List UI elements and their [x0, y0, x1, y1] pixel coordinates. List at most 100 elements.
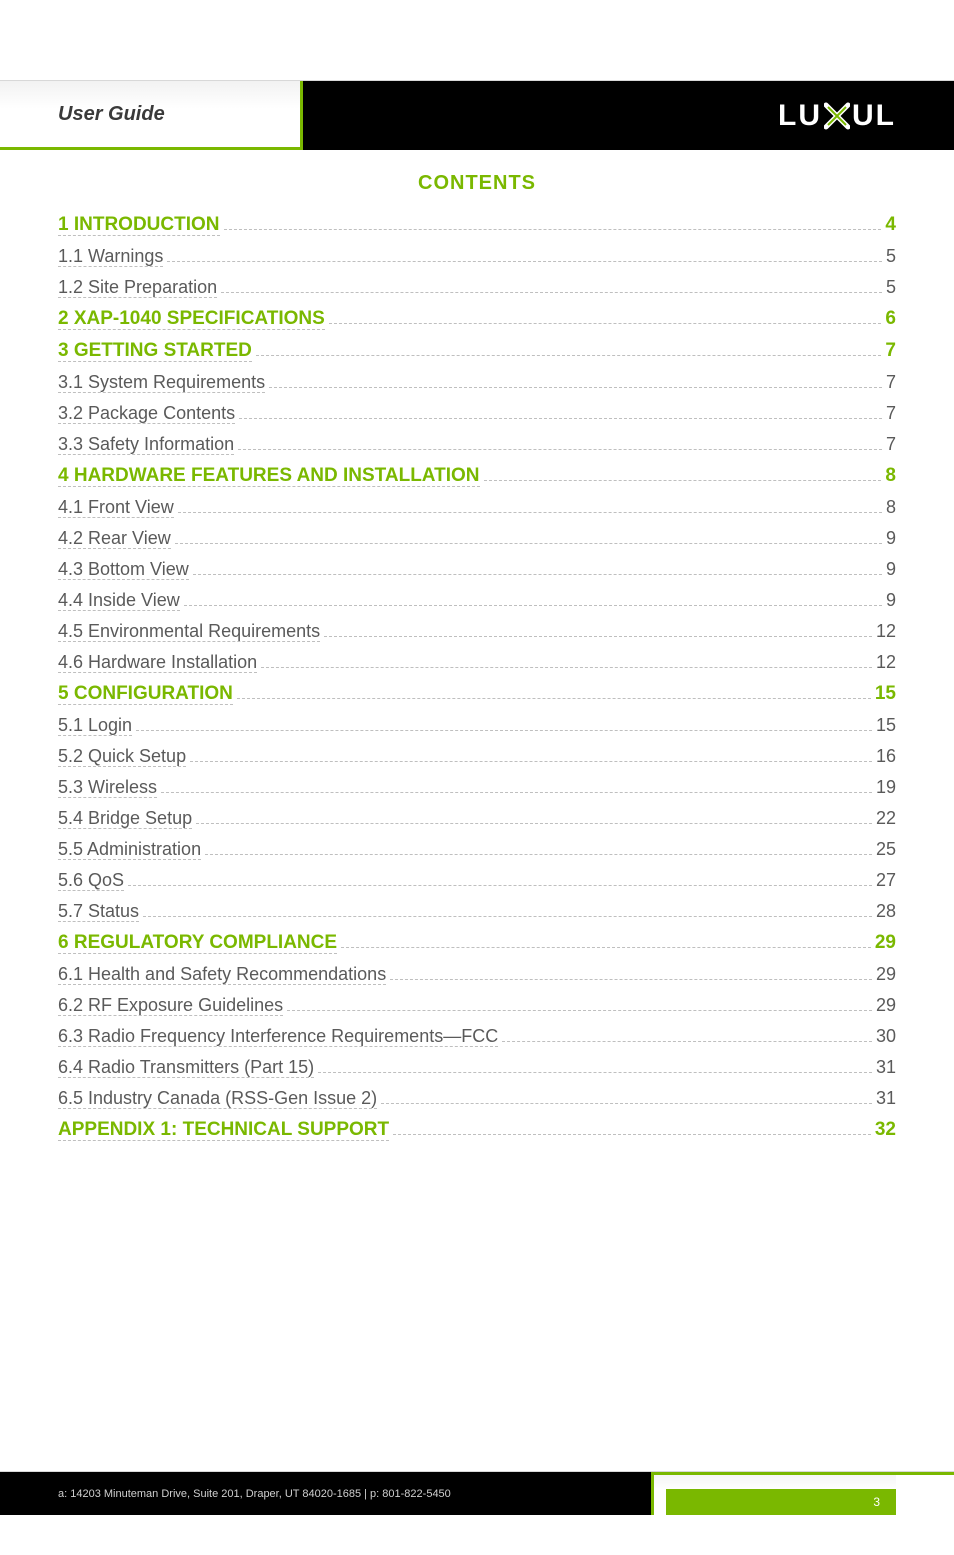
- toc-page: 22: [876, 809, 896, 827]
- toc-page: 28: [876, 902, 896, 920]
- toc-row[interactable]: 4.6 Hardware Installation12: [58, 647, 896, 678]
- footer-address: a: 14203 Minuteman Drive, Suite 201, Dra…: [0, 1472, 654, 1515]
- toc-row[interactable]: 1.2 Site Preparation5: [58, 272, 896, 303]
- logo-text-right: UL: [852, 99, 896, 133]
- toc-label: 5.2 Quick Setup: [58, 747, 186, 767]
- toc-row[interactable]: 4.3 Bottom View9: [58, 554, 896, 585]
- toc-leader: [256, 354, 882, 356]
- toc-page: 15: [876, 716, 896, 734]
- toc-leader: [178, 511, 882, 513]
- toc-row[interactable]: 1 INTRODUCTION4: [58, 209, 896, 241]
- toc-row[interactable]: 3.2 Package Contents7: [58, 398, 896, 429]
- toc-page: 7: [886, 373, 896, 391]
- toc-page: 7: [885, 341, 896, 360]
- toc-label: 6.3 Radio Frequency Interference Require…: [58, 1027, 498, 1047]
- toc-row[interactable]: 6.3 Radio Frequency Interference Require…: [58, 1021, 896, 1052]
- toc-leader: [167, 260, 882, 262]
- toc-leader: [381, 1102, 872, 1104]
- toc-row[interactable]: 4.4 Inside View9: [58, 585, 896, 616]
- toc-label: 6.1 Health and Safety Recommendations: [58, 965, 386, 985]
- footer-gloss: [654, 1475, 896, 1489]
- toc-label: 5.3 Wireless: [58, 778, 157, 798]
- toc-label: 5.4 Bridge Setup: [58, 809, 192, 829]
- toc-row[interactable]: APPENDIX 1: TECHNICAL SUPPORT32: [58, 1114, 896, 1146]
- toc-page: 8: [885, 466, 896, 485]
- toc-row[interactable]: 5.1 Login 15: [58, 710, 896, 741]
- toc-row[interactable]: 1.1 Warnings 5: [58, 241, 896, 272]
- toc-page: 31: [876, 1058, 896, 1076]
- footer-bar: a: 14203 Minuteman Drive, Suite 201, Dra…: [0, 1471, 954, 1515]
- toc-label: 3.1 System Requirements: [58, 373, 265, 393]
- toc-row[interactable]: 4.1 Front View 8: [58, 492, 896, 523]
- toc-row[interactable]: 5.2 Quick Setup 16: [58, 741, 896, 772]
- header-bar: User Guide LU UL: [0, 80, 954, 150]
- toc-page: 19: [876, 778, 896, 796]
- toc-label: 2 XAP-1040 SPECIFICATIONS: [58, 309, 325, 330]
- toc-leader: [324, 635, 872, 637]
- toc-label: 3 GETTING STARTED: [58, 341, 252, 362]
- toc-label: 5.6 QoS: [58, 871, 124, 891]
- table-of-contents: 1 INTRODUCTION4 1.1 Warnings 5 1.2 Site Pre…: [0, 209, 954, 1146]
- toc-row[interactable]: 4.5 Environmental Requirements12: [58, 616, 896, 647]
- toc-label: 1.2 Site Preparation: [58, 278, 217, 298]
- brand-logo: LU UL: [778, 99, 896, 133]
- toc-page: 9: [886, 560, 896, 578]
- toc-page: 12: [876, 622, 896, 640]
- toc-leader: [161, 791, 872, 793]
- toc-row[interactable]: 5.5 Administration25: [58, 834, 896, 865]
- toc-page: 5: [886, 247, 896, 265]
- toc-row[interactable]: 5 CONFIGURATION 15: [58, 678, 896, 710]
- toc-leader: [190, 760, 872, 762]
- toc-label: 5 CONFIGURATION: [58, 684, 233, 705]
- toc-page: 27: [876, 871, 896, 889]
- toc-row[interactable]: 5.4 Bridge Setup 22: [58, 803, 896, 834]
- toc-row[interactable]: 3.3 Safety Information7: [58, 429, 896, 460]
- toc-label: 5.1 Login: [58, 716, 132, 736]
- toc-label: 1.1 Warnings: [58, 247, 163, 267]
- toc-leader: [196, 822, 872, 824]
- toc-row[interactable]: 6.2 RF Exposure Guidelines29: [58, 990, 896, 1021]
- toc-row[interactable]: 5.6 QoS 27: [58, 865, 896, 896]
- toc-leader: [329, 322, 882, 324]
- toc-row[interactable]: 6.5 Industry Canada (RSS-Gen Issue 2)31: [58, 1083, 896, 1114]
- toc-row[interactable]: 3 GETTING STARTED 7: [58, 335, 896, 367]
- toc-leader: [221, 291, 882, 293]
- toc-leader: [184, 604, 882, 606]
- toc-leader: [484, 479, 882, 481]
- toc-leader: [393, 1133, 871, 1135]
- toc-page: 29: [875, 933, 896, 952]
- toc-row[interactable]: 2 XAP-1040 SPECIFICATIONS6: [58, 303, 896, 335]
- toc-page: 15: [875, 684, 896, 703]
- toc-row[interactable]: 5.7 Status 28: [58, 896, 896, 927]
- header-right: LU UL: [300, 81, 954, 150]
- footer-right: 3: [654, 1472, 954, 1515]
- toc-label: 5.7 Status: [58, 902, 139, 922]
- toc-label: 5.5 Administration: [58, 840, 201, 860]
- footer-page-number: 3: [873, 1495, 880, 1509]
- toc-row[interactable]: 6.4 Radio Transmitters (Part 15) 31: [58, 1052, 896, 1083]
- logo-text-left: LU: [778, 99, 822, 133]
- toc-leader: [502, 1040, 872, 1042]
- toc-label: 6.4 Radio Transmitters (Part 15): [58, 1058, 314, 1078]
- toc-leader: [205, 853, 872, 855]
- toc-page: 16: [876, 747, 896, 765]
- toc-leader: [390, 978, 872, 980]
- toc-row[interactable]: 5.3 Wireless 19: [58, 772, 896, 803]
- toc-row[interactable]: 6.1 Health and Safety Recommendations 29: [58, 959, 896, 990]
- toc-leader: [238, 448, 882, 450]
- toc-label: 4.1 Front View: [58, 498, 174, 518]
- toc-page: 29: [876, 996, 896, 1014]
- toc-row[interactable]: 6 REGULATORY COMPLIANCE29: [58, 927, 896, 959]
- toc-row[interactable]: 3.1 System Requirements 7: [58, 367, 896, 398]
- toc-row[interactable]: 4 HARDWARE FEATURES AND INSTALLATION8: [58, 460, 896, 492]
- contents-title: CONTENTS: [0, 172, 954, 195]
- toc-page: 29: [876, 965, 896, 983]
- toc-page: 31: [876, 1089, 896, 1107]
- toc-page: 7: [886, 404, 896, 422]
- toc-page: 8: [886, 498, 896, 516]
- document-page: User Guide LU UL CONTENTS 1 INTRODUCTION…: [0, 80, 954, 1555]
- toc-page: 7: [886, 435, 896, 453]
- toc-label: 4.4 Inside View: [58, 591, 180, 611]
- toc-row[interactable]: 4.2 Rear View9: [58, 523, 896, 554]
- toc-label: 4.6 Hardware Installation: [58, 653, 257, 673]
